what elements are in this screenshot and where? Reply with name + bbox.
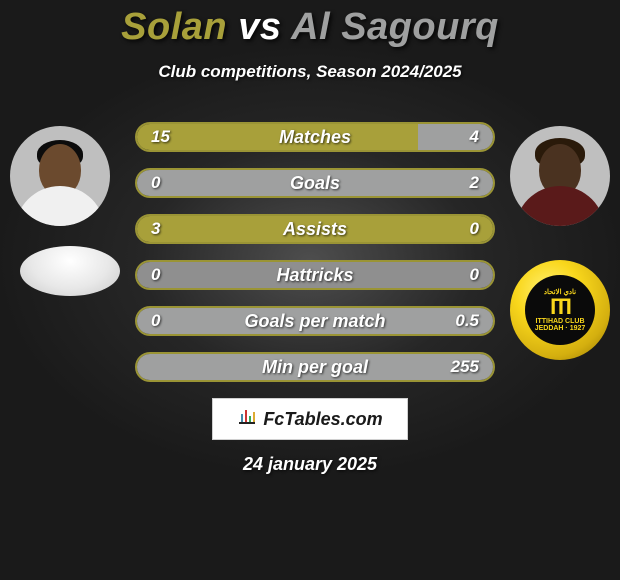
club-badge-inner: نادي الاتحاد ITI ITTIHAD CLUB JEDDAH · 1…	[525, 275, 595, 345]
badge-text-en: ITTIHAD CLUB	[536, 318, 585, 325]
avatar-body	[515, 186, 605, 226]
title-player1: Solan	[121, 6, 227, 48]
stat-label: Assists	[283, 219, 347, 240]
page-title: Solan vs Al Sagourq	[0, 6, 620, 49]
stat-value-p2: 4	[470, 127, 479, 147]
player2-club-badge: نادي الاتحاد ITI ITTIHAD CLUB JEDDAH · 1…	[510, 260, 610, 360]
stat-value-p1: 0	[151, 265, 160, 285]
avatar-body	[15, 186, 105, 226]
stat-bar: 255 Min per goal	[135, 352, 495, 382]
stat-value-p1: 15	[151, 127, 170, 147]
stat-label: Hattricks	[276, 265, 353, 286]
stat-bar: 15 4 Matches	[135, 122, 495, 152]
subtitle: Club competitions, Season 2024/2025	[0, 62, 620, 82]
watermark[interactable]: FcTables.com	[212, 398, 408, 440]
date-label: 24 january 2025	[0, 454, 620, 475]
title-player2: Al Sagourq	[291, 6, 499, 48]
stat-bar: 0 0.5 Goals per match	[135, 306, 495, 336]
stat-label: Goals	[290, 173, 340, 194]
stat-bar: 3 0 Assists	[135, 214, 495, 244]
stat-value-p2: 0	[470, 265, 479, 285]
stat-value-p2: 255	[451, 357, 479, 377]
stat-bar: 0 0 Hattricks	[135, 260, 495, 290]
watermark-text: FcTables.com	[263, 409, 382, 430]
stat-value-p1: 0	[151, 311, 160, 331]
stat-value-p1: 3	[151, 219, 160, 239]
stat-value-p2: 0	[470, 219, 479, 239]
stat-label: Min per goal	[262, 357, 368, 378]
stats-bars: 15 4 Matches 0 2 Goals 3 0 Assists 0 0 Hattricks 0 0.…	[135, 122, 495, 398]
stat-label: Goals per match	[244, 311, 385, 332]
stat-value-p2: 2	[470, 173, 479, 193]
stat-bar: 0 2 Goals	[135, 168, 495, 198]
stat-label: Matches	[279, 127, 351, 148]
bar-fill-p1	[137, 124, 418, 150]
title-vs: vs	[238, 6, 281, 48]
fctables-logo-icon	[237, 408, 259, 430]
bar-fill-p2	[418, 124, 493, 150]
stat-value-p1: 0	[151, 173, 160, 193]
player2-avatar	[510, 126, 610, 226]
player1-club-badge	[20, 246, 120, 296]
badge-text-year: JEDDAH · 1927	[535, 325, 586, 332]
player1-avatar	[10, 126, 110, 226]
badge-text-big: ITI	[550, 296, 570, 318]
stat-value-p2: 0.5	[455, 311, 479, 331]
